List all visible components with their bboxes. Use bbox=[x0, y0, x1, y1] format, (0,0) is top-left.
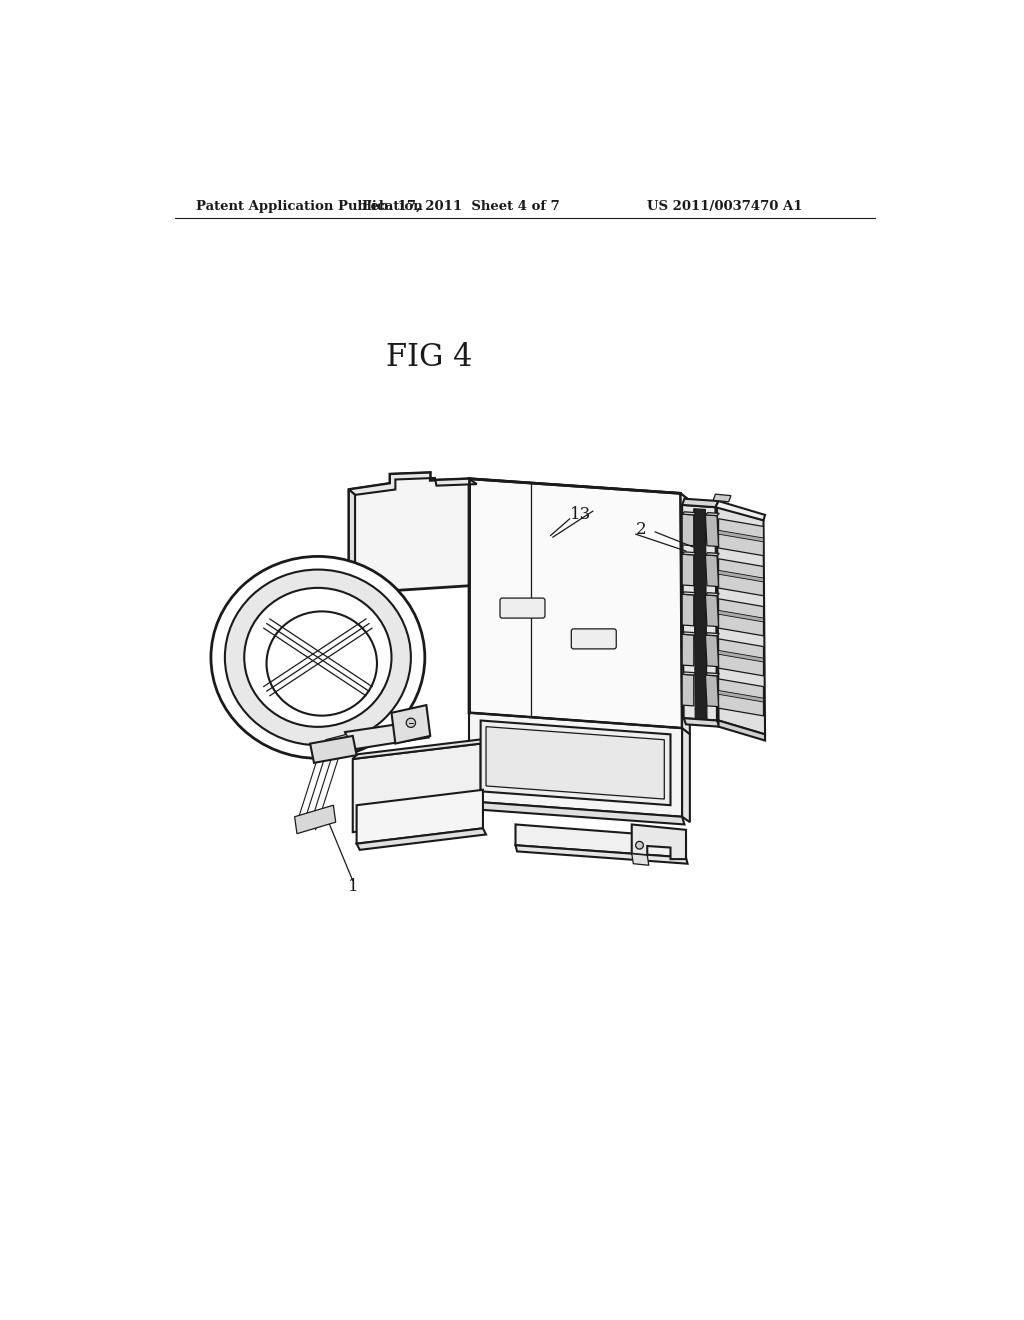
Polygon shape bbox=[295, 805, 336, 834]
Polygon shape bbox=[682, 499, 719, 507]
Polygon shape bbox=[682, 635, 693, 665]
Polygon shape bbox=[515, 825, 686, 858]
Polygon shape bbox=[682, 594, 693, 626]
Polygon shape bbox=[356, 829, 486, 850]
Polygon shape bbox=[682, 729, 690, 822]
Polygon shape bbox=[391, 705, 430, 743]
Polygon shape bbox=[706, 673, 719, 676]
Polygon shape bbox=[719, 721, 765, 741]
FancyBboxPatch shape bbox=[571, 628, 616, 649]
Polygon shape bbox=[682, 552, 696, 554]
Polygon shape bbox=[681, 494, 690, 734]
Polygon shape bbox=[356, 789, 483, 843]
Polygon shape bbox=[706, 635, 719, 667]
Polygon shape bbox=[349, 490, 355, 599]
Polygon shape bbox=[719, 599, 764, 636]
Text: Feb. 17, 2011  Sheet 4 of 7: Feb. 17, 2011 Sheet 4 of 7 bbox=[362, 199, 560, 213]
Ellipse shape bbox=[211, 557, 425, 758]
Text: FIG 4: FIG 4 bbox=[385, 342, 472, 372]
Polygon shape bbox=[719, 531, 764, 543]
Circle shape bbox=[407, 718, 416, 727]
Polygon shape bbox=[310, 737, 356, 763]
Text: 1: 1 bbox=[347, 878, 358, 895]
Polygon shape bbox=[706, 595, 719, 627]
Polygon shape bbox=[486, 726, 665, 799]
Polygon shape bbox=[719, 610, 764, 622]
Polygon shape bbox=[716, 502, 765, 520]
Ellipse shape bbox=[225, 570, 411, 744]
Polygon shape bbox=[719, 558, 764, 595]
Polygon shape bbox=[682, 512, 696, 515]
Polygon shape bbox=[469, 479, 688, 499]
Polygon shape bbox=[717, 507, 765, 734]
Text: 2: 2 bbox=[636, 521, 646, 539]
Polygon shape bbox=[515, 845, 687, 863]
Polygon shape bbox=[349, 473, 477, 495]
Polygon shape bbox=[719, 651, 764, 663]
Polygon shape bbox=[706, 675, 719, 706]
Polygon shape bbox=[352, 743, 480, 832]
Polygon shape bbox=[719, 639, 764, 676]
Polygon shape bbox=[682, 672, 696, 675]
Polygon shape bbox=[469, 479, 682, 729]
Polygon shape bbox=[693, 508, 707, 719]
Circle shape bbox=[636, 841, 643, 849]
Polygon shape bbox=[719, 570, 764, 582]
Polygon shape bbox=[326, 734, 352, 756]
Polygon shape bbox=[682, 591, 696, 595]
Polygon shape bbox=[682, 675, 693, 706]
Polygon shape bbox=[713, 494, 731, 502]
Polygon shape bbox=[632, 825, 686, 859]
Polygon shape bbox=[682, 632, 696, 635]
Text: Patent Application Publication: Patent Application Publication bbox=[197, 199, 423, 213]
Polygon shape bbox=[469, 801, 684, 825]
Polygon shape bbox=[719, 690, 764, 702]
FancyBboxPatch shape bbox=[500, 598, 545, 618]
Polygon shape bbox=[349, 473, 469, 594]
Text: US 2011/0037470 A1: US 2011/0037470 A1 bbox=[647, 199, 802, 213]
Text: 13: 13 bbox=[569, 506, 591, 523]
Polygon shape bbox=[682, 506, 717, 721]
Polygon shape bbox=[719, 519, 764, 556]
Polygon shape bbox=[632, 854, 649, 866]
Polygon shape bbox=[706, 553, 719, 556]
Polygon shape bbox=[352, 739, 484, 759]
Polygon shape bbox=[345, 721, 429, 750]
Polygon shape bbox=[682, 554, 693, 586]
Polygon shape bbox=[706, 593, 719, 595]
Polygon shape bbox=[480, 721, 671, 805]
Polygon shape bbox=[706, 512, 719, 516]
Polygon shape bbox=[706, 632, 719, 636]
Polygon shape bbox=[469, 713, 682, 817]
Polygon shape bbox=[706, 554, 719, 586]
Polygon shape bbox=[706, 515, 719, 546]
Polygon shape bbox=[684, 718, 719, 726]
Ellipse shape bbox=[245, 587, 391, 727]
Polygon shape bbox=[682, 515, 693, 545]
Polygon shape bbox=[719, 678, 764, 715]
